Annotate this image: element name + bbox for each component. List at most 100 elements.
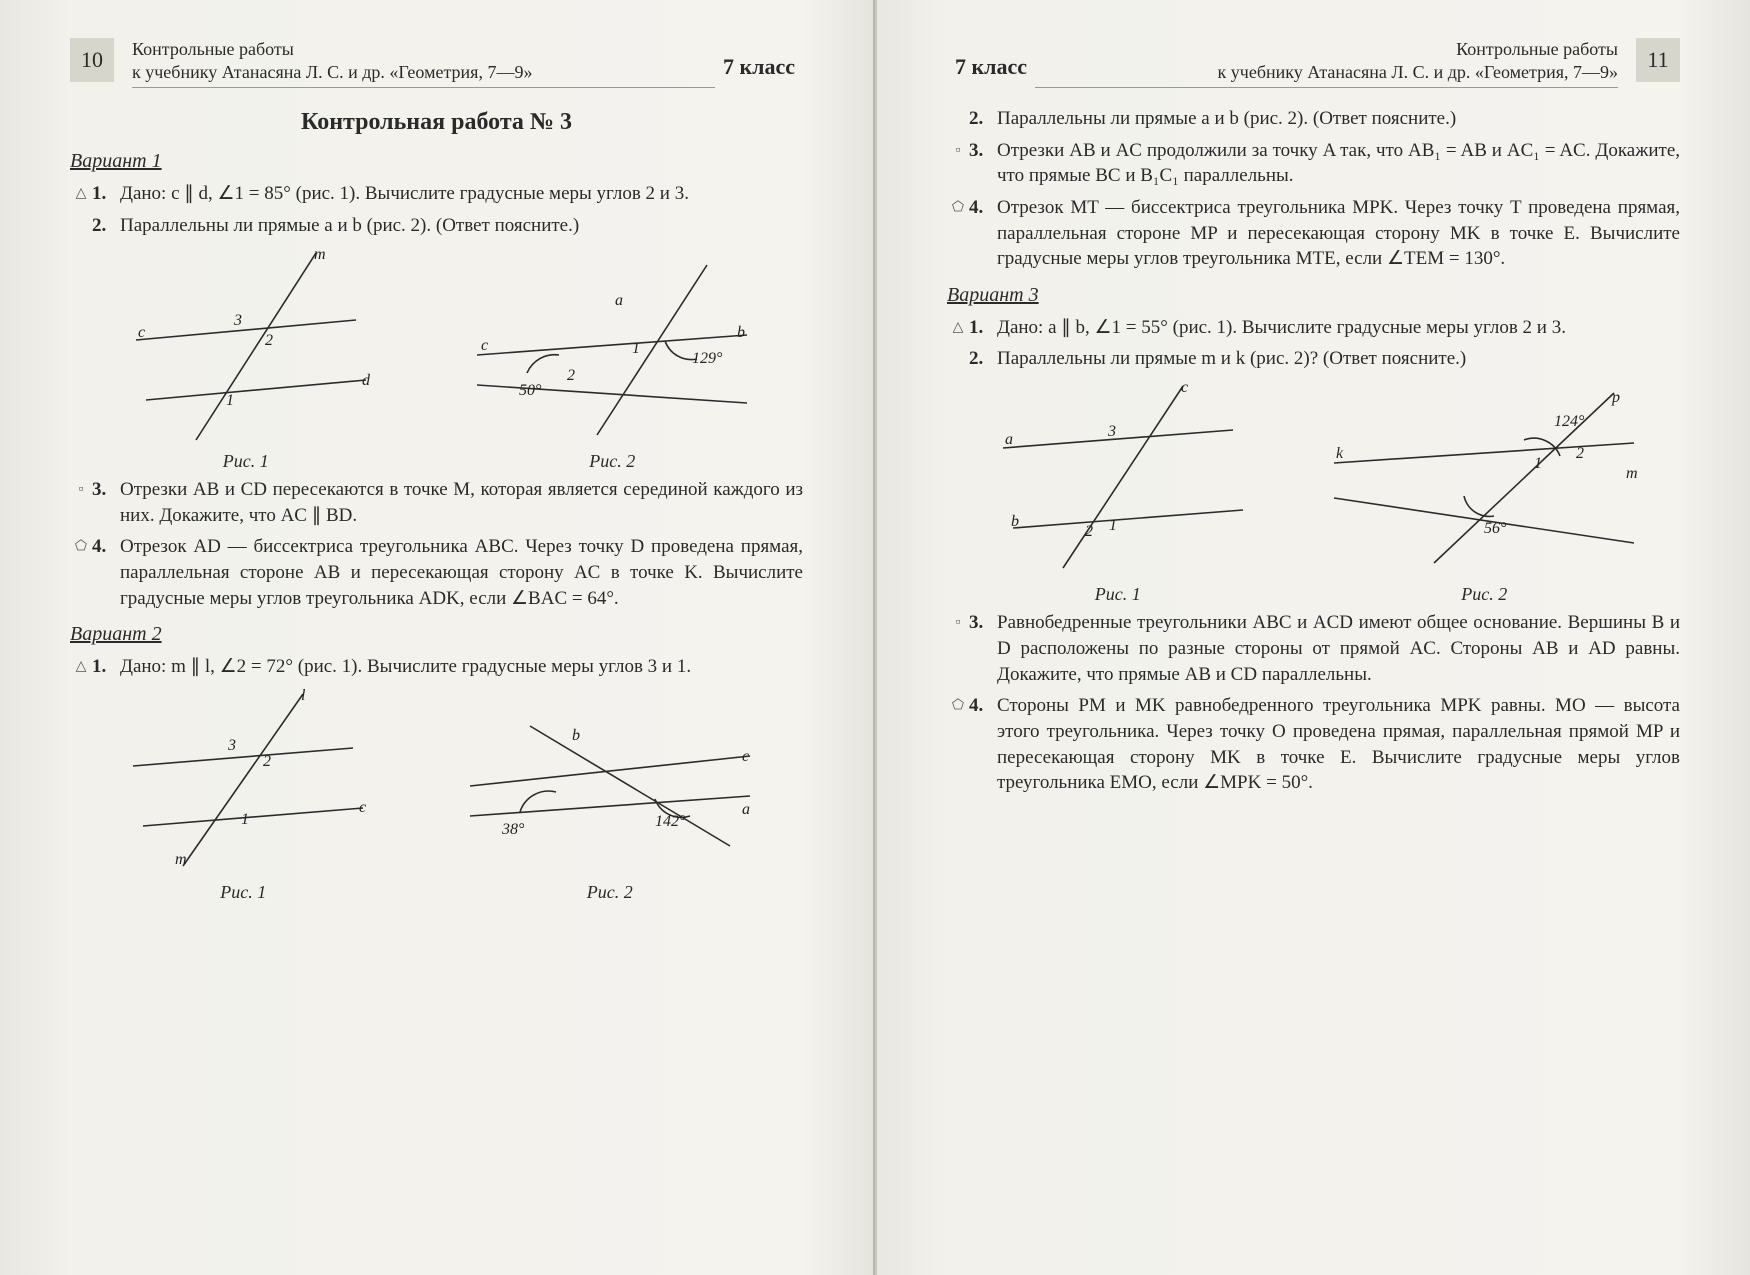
v2-problem-3: 3. Отрезки AB и AC продолжили за точку A… xyxy=(947,138,1680,189)
label-c: c xyxy=(1181,379,1188,396)
diagram-parallel-lines-1: m c d 3 2 1 xyxy=(116,245,376,445)
problem-text: Отрезки AB и CD пересекаются в точке M, … xyxy=(120,477,803,528)
figure-1c: c a b 3 2 1 Рис. 1 xyxy=(983,378,1253,606)
book-spread: 10 Контрольные работы к учебнику Атанася… xyxy=(0,0,1750,1275)
page-number-10: 10 xyxy=(70,38,114,82)
worksheet-title: Контрольная работа № 3 xyxy=(70,106,803,138)
problem-text: Отрезки AB и AC продолжили за точку A та… xyxy=(997,138,1680,189)
problem-text: Отрезок MT — биссектриса треугольника MP… xyxy=(997,195,1680,272)
marker-empty xyxy=(947,346,969,372)
page-right: 7 класс Контрольные работы к учебнику Ат… xyxy=(875,0,1750,1275)
v2-problem-4: 4. Отрезок MT — биссектриса треугольника… xyxy=(947,195,1680,272)
label-1: 1 xyxy=(1109,517,1117,534)
v3-problem-3: 3. Равнобедренные треугольники ABC и ACD… xyxy=(947,610,1680,687)
label-2: 2 xyxy=(263,753,271,770)
label-b: b xyxy=(1011,513,1019,530)
marker-triangle-icon xyxy=(70,654,92,680)
label-c: c xyxy=(138,324,145,341)
label-3: 3 xyxy=(1107,423,1116,440)
v3-problem-2: 2. Параллельны ли прямые m и k (рис. 2)?… xyxy=(947,346,1680,372)
v2-problem-2: 2. Параллельны ли прямые a и b (рис. 2).… xyxy=(947,106,1680,132)
grade-left: 7 класс xyxy=(723,52,795,88)
v1-problem-1: 1. Дано: c ∥ d, ∠1 = 85° (рис. 1). Вычис… xyxy=(70,181,803,207)
diagram-parallel-lines-3: c a b 3 2 1 xyxy=(983,378,1253,578)
marker-square-icon xyxy=(947,138,969,189)
header-left: 10 Контрольные работы к учебнику Атанася… xyxy=(70,38,803,88)
diagram-transversal-3: k m p 124° 56° 1 2 xyxy=(1324,378,1644,578)
problem-text: Дано: c ∥ d, ∠1 = 85° (рис. 1). Вычислит… xyxy=(120,181,803,207)
label-c: c xyxy=(359,799,366,816)
label-142: 142° xyxy=(655,813,686,830)
header-text-left: Контрольные работы к учебнику Атанасяна … xyxy=(132,38,715,88)
variant-1: Вариант 1 xyxy=(70,148,803,175)
hdr-line1: Контрольные работы xyxy=(132,38,715,61)
problem-text: Дано: m ∥ l, ∠2 = 72° (рис. 1). Вычислит… xyxy=(120,654,803,680)
problem-number: 4. xyxy=(969,195,997,272)
label-50: 50° xyxy=(519,382,542,399)
marker-triangle-icon xyxy=(70,181,92,207)
fig-caption: Рис. 2 xyxy=(460,880,760,904)
v1-problem-4: 4. Отрезок AD — биссектриса треугольника… xyxy=(70,534,803,611)
label-3: 3 xyxy=(227,737,236,754)
label-p: p xyxy=(1611,389,1620,406)
v2-problem-1: 1. Дано: m ∥ l, ∠2 = 72° (рис. 1). Вычис… xyxy=(70,654,803,680)
label-b: b xyxy=(737,324,745,341)
v3-problem-4: 4. Стороны PM и MK равнобедренного треуг… xyxy=(947,693,1680,796)
page-left: 10 Контрольные работы к учебнику Атанася… xyxy=(0,0,875,1275)
figure-2a: a b c 50° 129° 1 2 Рис. 2 xyxy=(467,245,757,473)
problem-text: Параллельны ли прямые a и b (рис. 2). (О… xyxy=(120,213,803,239)
label-2: 2 xyxy=(1085,523,1093,540)
marker-pentagon-icon xyxy=(70,534,92,611)
diagram-transversal-2: b c a 38° 142° xyxy=(460,686,760,876)
v1-problem-2: 2. Параллельны ли прямые a и b (рис. 2).… xyxy=(70,213,803,239)
label-l: l xyxy=(301,687,306,704)
problem-text: Отрезок AD — биссектриса треугольника AB… xyxy=(120,534,803,611)
figures-row-3: c a b 3 2 1 Рис. 1 xyxy=(947,378,1680,606)
problem-number: 3. xyxy=(969,138,997,189)
diagram-parallel-lines-2: l m c 3 2 1 xyxy=(113,686,373,876)
problem-number: 1. xyxy=(969,315,997,341)
marker-empty xyxy=(70,213,92,239)
problem-number: 4. xyxy=(92,534,120,611)
fig-caption: Рис. 1 xyxy=(983,582,1253,606)
variant-2: Вариант 2 xyxy=(70,621,803,648)
problem-text: Дано: a ∥ b, ∠1 = 55° (рис. 1). Вычислит… xyxy=(997,315,1680,341)
header-right: 7 класс Контрольные работы к учебнику Ат… xyxy=(947,38,1680,88)
marker-triangle-icon xyxy=(947,315,969,341)
figures-row-1: m c d 3 2 1 Рис. 1 xyxy=(70,245,803,473)
v3-problem-1: 1. Дано: a ∥ b, ∠1 = 55° (рис. 1). Вычис… xyxy=(947,315,1680,341)
variant-3: Вариант 3 xyxy=(947,282,1680,309)
label-m: m xyxy=(1626,465,1638,482)
figures-row-2: l m c 3 2 1 Рис. 1 xyxy=(70,686,803,904)
label-a: a xyxy=(1005,431,1013,448)
label-38: 38° xyxy=(501,821,525,838)
fig-caption: Рис. 2 xyxy=(1324,582,1644,606)
problem-number: 4. xyxy=(969,693,997,796)
label-a: a xyxy=(615,292,623,309)
label-1: 1 xyxy=(632,340,640,357)
problem-text: Параллельны ли прямые m и k (рис. 2)? (О… xyxy=(997,346,1680,372)
page-number-11: 11 xyxy=(1636,38,1680,82)
marker-square-icon xyxy=(70,477,92,528)
figure-1b: l m c 3 2 1 Рис. 1 xyxy=(113,686,373,904)
v1-problem-3: 3. Отрезки AB и CD пересекаются в точке … xyxy=(70,477,803,528)
label-2: 2 xyxy=(265,332,273,349)
label-3: 3 xyxy=(233,312,242,329)
label-b: b xyxy=(572,727,580,744)
label-124: 124° xyxy=(1554,413,1585,430)
problem-number: 1. xyxy=(92,181,120,207)
problem-text: Равнобедренные треугольники ABC и ACD им… xyxy=(997,610,1680,687)
label-c: c xyxy=(742,748,749,765)
figure-1a: m c d 3 2 1 Рис. 1 xyxy=(116,245,376,473)
label-1: 1 xyxy=(241,811,249,828)
marker-pentagon-icon xyxy=(947,195,969,272)
problem-number: 1. xyxy=(92,654,120,680)
problem-number: 3. xyxy=(92,477,120,528)
fig-caption: Рис. 1 xyxy=(113,880,373,904)
label-2: 2 xyxy=(567,367,575,384)
diagram-transversal-1: a b c 50° 129° 1 2 xyxy=(467,245,757,445)
label-129: 129° xyxy=(692,350,723,367)
marker-empty xyxy=(947,106,969,132)
label-k: k xyxy=(1336,445,1344,462)
marker-square-icon xyxy=(947,610,969,687)
